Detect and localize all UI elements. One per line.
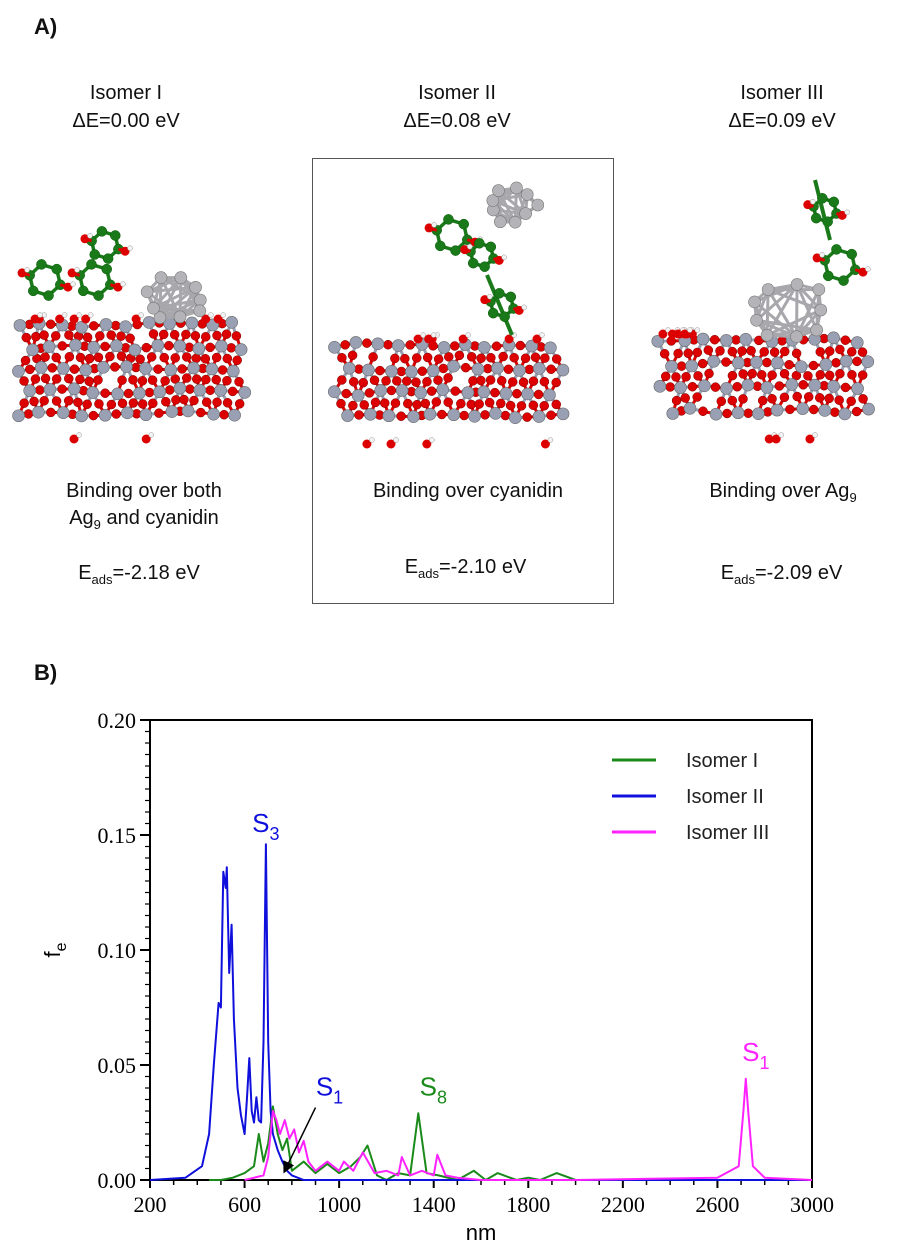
peak-annotation: S3 (252, 808, 279, 844)
isomer-3-eads-sub: ads (734, 572, 755, 587)
panel-b-label: B) (34, 660, 58, 685)
isomer-2-structure-image (328, 181, 570, 449)
series-layer (149, 843, 813, 1181)
isomer-1-eads-value: =-2.18 eV (112, 562, 200, 584)
y-tick-label: 0.20 (98, 708, 137, 733)
isomer-3-header: Isomer III ΔE=0.09 eV (647, 80, 901, 136)
isomer-3-delta-e: ΔE=0.09 eV (728, 110, 836, 132)
absorption-spectrum-chart: 200 600 1000 1400 1800 2200 2600 3000 0.000.050… (40, 708, 834, 1245)
peak-annotation: S1 (316, 1072, 343, 1108)
isomer-3-footer: Binding over Ag9 Eads=-2.09 eV (648, 478, 901, 587)
y-axis-title-sub: e (53, 942, 70, 951)
isomer-1-binding-ag-sub: 9 (93, 517, 101, 532)
isomer-1-eads-sub: ads (91, 572, 113, 587)
series-line-isomer-i (209, 1105, 812, 1181)
annotation-arrow (283, 1107, 317, 1174)
isomer-1-structure-image (12, 226, 252, 444)
x-tick-label: 2600 (695, 1192, 739, 1217)
y-axis-title-main: f (40, 951, 65, 958)
isomer-3-eads: Eads=-2.09 eV (645, 562, 901, 587)
isomer-2-footer: Binding over cyanidin Eads=-2.10 eV (333, 478, 603, 581)
y-tick-label: 0.15 (98, 823, 137, 848)
y-axis-ticks: 0.00 0.05 0.10 0.15 0.20 (98, 708, 150, 1193)
legend-label: Isomer III (686, 822, 769, 844)
series-line-isomer-ii (149, 843, 812, 1181)
isomer-3-structure-image (651, 179, 875, 444)
isomer-1-binding-line1: Binding over both (66, 480, 222, 502)
x-tick-label: 1400 (412, 1192, 456, 1217)
isomer-1-header: Isomer I ΔE=0.00 eV (0, 80, 261, 136)
x-tick-label: 1000 (317, 1192, 361, 1217)
isomer-2-header: Isomer II ΔE=0.08 eV (322, 80, 592, 136)
isomer-2-title: Isomer II (418, 82, 496, 104)
isomer-1-delta-e: ΔE=0.00 eV (72, 110, 180, 132)
isomer-1-eads-symbol: E (78, 562, 92, 584)
isomer-3-eads-value: =-2.09 eV (755, 562, 843, 584)
panel-a-label: A) (34, 14, 58, 39)
isomer-2-eads-sub: ads (418, 566, 439, 581)
isomer-3-binding-ag: Binding over Ag (709, 480, 850, 502)
y-axis-title: fe (40, 942, 70, 957)
y-tick-label: 0.10 (98, 938, 137, 963)
isomer-1-binding-ag: Ag (69, 507, 94, 529)
peak-annotation: S8 (420, 1071, 447, 1107)
isomer-2-eads-value: =-2.10 eV (439, 556, 527, 578)
isomer-ii-highlight-box (312, 158, 614, 604)
isomer-3-binding-ag-sub: 9 (849, 490, 857, 505)
isomer-1-footer: Binding over both Ag9 and cyanidin Eads=… (9, 478, 279, 587)
isomer-1-eads: Eads=-2.18 eV (0, 562, 279, 587)
x-axis-title: nm (466, 1220, 497, 1245)
legend-label: Isomer II (686, 786, 764, 808)
isomer-3-eads-symbol: E (720, 562, 735, 584)
x-axis-ticks: 200 600 1000 1400 1800 2200 2600 3000 (134, 1180, 834, 1217)
x-tick-label: 1800 (506, 1192, 550, 1217)
isomer-2-eads-symbol: E (404, 556, 419, 578)
isomer-3-binding: Binding over Ag9 (648, 478, 901, 511)
x-tick-label: 200 (134, 1192, 167, 1217)
isomer-3-title: Isomer III (740, 82, 824, 104)
isomer-2-eads: Eads=-2.10 eV (328, 556, 603, 581)
y-tick-label: 0.05 (98, 1053, 137, 1078)
x-tick-label: 600 (228, 1192, 261, 1217)
isomer-1-binding: Binding over both Ag9 and cyanidin (9, 478, 279, 538)
isomer-2-delta-e: ΔE=0.08 eV (403, 110, 511, 132)
isomer-2-binding-line1: Binding over cyanidin (372, 480, 564, 502)
series-line-isomer-iii (244, 1077, 813, 1181)
peak-annotation: S1 (742, 1037, 769, 1073)
isomer-2-binding: Binding over cyanidin (333, 478, 603, 505)
x-tick-label: 3000 (790, 1192, 834, 1217)
isomer-1-binding-rest: and cyanidin (100, 507, 219, 529)
legend-label: Isomer I (686, 750, 758, 772)
y-tick-label: 0.00 (98, 1168, 137, 1193)
x-tick-label: 2200 (601, 1192, 645, 1217)
legend: Isomer I Isomer II Isomer III (612, 750, 769, 844)
annotation-layer: S3 S1 S8 S1 (252, 808, 769, 1174)
isomer-1-title: Isomer I (89, 82, 163, 104)
